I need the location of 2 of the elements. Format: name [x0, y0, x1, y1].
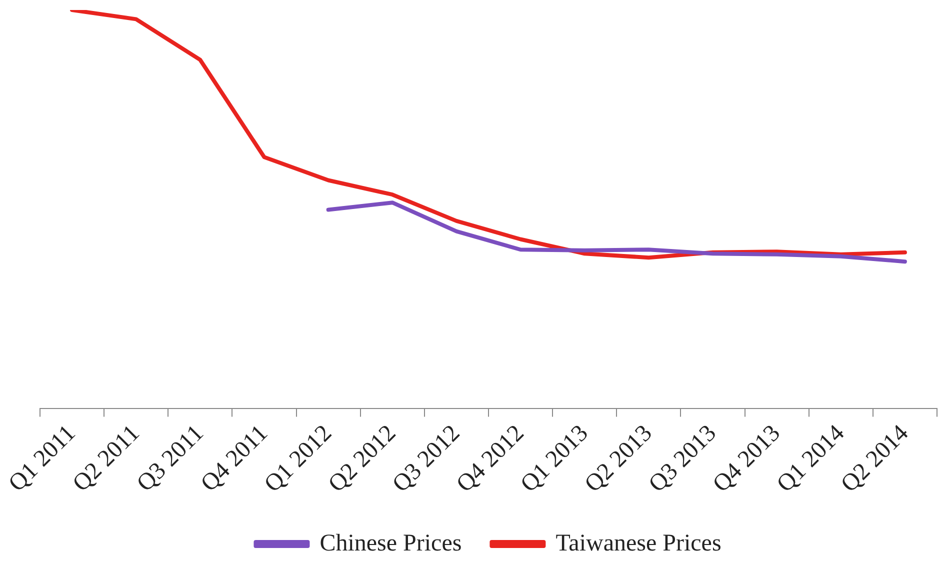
legend-label: Chinese Prices [320, 530, 462, 556]
legend-label: Taiwanese Prices [556, 530, 722, 556]
